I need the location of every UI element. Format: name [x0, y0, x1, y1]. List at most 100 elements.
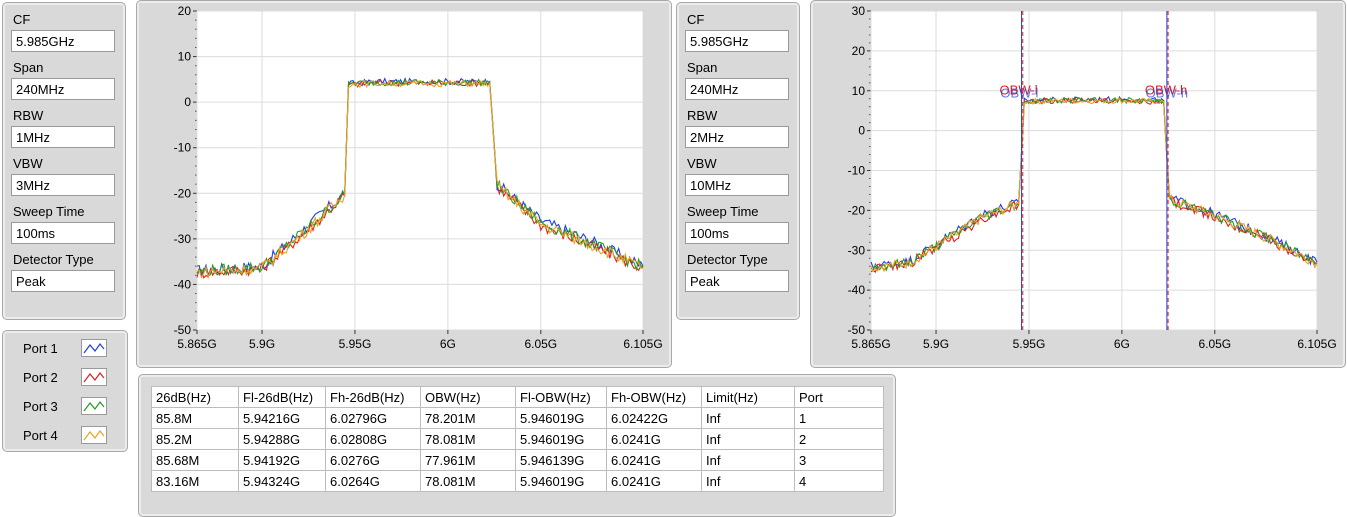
sweep-time-field[interactable]: 100ms: [685, 222, 789, 244]
rbw-label: RBW: [13, 108, 44, 123]
table-cell: 85.68M: [151, 449, 239, 471]
rbw-field[interactable]: 2MHz: [685, 126, 789, 148]
table-cell: 6.0241G: [606, 428, 702, 450]
line-swatch-icon: [81, 368, 107, 386]
table-cell: 6.0276G: [325, 449, 421, 471]
y-tick-label: -40: [174, 277, 192, 291]
right-settings-fields: CF 5.985GHz Span 240MHz RBW 2MHz VBW 10MHz Sweep…: [685, 10, 791, 292]
series-line-port-3: [870, 96, 1318, 272]
obw-marker-label-shadow: OBW-l: [1000, 86, 1038, 101]
vbw-label: VBW: [687, 156, 717, 171]
port-legend: Port 1 Port 2 Port 3 Port 4: [2, 330, 128, 452]
results-table[interactable]: 26dB(Hz) Fl-26dB(Hz) Fh-26dB(Hz) OBW(Hz) Fl-…: [151, 386, 884, 492]
column-header[interactable]: Fl-26dB(Hz): [238, 386, 326, 408]
table-cell: 6.02808G: [325, 428, 421, 450]
column-header[interactable]: Fl-OBW(Hz): [515, 386, 607, 408]
rbw-field[interactable]: 1MHz: [11, 126, 115, 148]
table-cell: Inf: [701, 428, 795, 450]
y-tick-label: 10: [178, 50, 192, 64]
vbw-field[interactable]: 3MHz: [11, 174, 115, 196]
span-label: Span: [13, 60, 44, 75]
sweep-time-label: Sweep Time: [13, 204, 85, 219]
table-cell: 6.02796G: [325, 407, 421, 429]
results-table-wrap: 26dB(Hz) Fl-26dB(Hz) Fh-26dB(Hz) OBW(Hz) Fl-…: [151, 386, 884, 492]
span-field[interactable]: 240MHz: [11, 78, 115, 100]
detector-type-label: Detector Type: [687, 252, 768, 267]
spectrum-chart-2[interactable]: 30 20 10 0 -10 -20 -30 -40 -505.865G 5.9G 5.95G 6G 6…: [811, 1, 1347, 369]
span-field[interactable]: 240MHz: [685, 78, 789, 100]
column-header[interactable]: OBW(Hz): [420, 386, 516, 408]
right-settings-panel: CF 5.985GHz Span 240MHz RBW 2MHz VBW 10MHz Sweep…: [676, 2, 800, 320]
table-row[interactable]: 83.16M 5.94324G 6.0264G 78.081M 5.946019G 6.0…: [151, 470, 884, 492]
results-table-panel: 26dB(Hz) Fl-26dB(Hz) Fh-26dB(Hz) OBW(Hz) Fl-…: [138, 374, 896, 517]
cf-field[interactable]: 5.985GHz: [11, 30, 115, 52]
legend-item-port-1[interactable]: Port 1: [3, 337, 127, 361]
x-tick-label: 6G: [1114, 337, 1130, 351]
table-cell: 5.946019G: [515, 428, 607, 450]
rbw-label: RBW: [687, 108, 718, 123]
table-cell: 5.946139G: [515, 449, 607, 471]
x-tick-label: 5.95G: [1013, 337, 1046, 351]
table-cell: 78.081M: [420, 428, 516, 450]
table-cell: 6.02422G: [606, 407, 702, 429]
column-header[interactable]: Fh-OBW(Hz): [606, 386, 702, 408]
table-cell: 5.946019G: [515, 470, 607, 492]
table-cell: Inf: [701, 449, 795, 471]
y-tick-label: 20: [178, 4, 192, 18]
x-tick-label: 5.9G: [923, 337, 949, 351]
line-swatch-icon: [81, 426, 107, 444]
table-row[interactable]: 85.68M 5.94192G 6.0276G 77.961M 5.946139G 6.0…: [151, 449, 884, 471]
table-cell: Inf: [701, 470, 795, 492]
table-cell: 83.16M: [151, 470, 239, 492]
sweep-time-label: Sweep Time: [687, 204, 759, 219]
table-cell: 5.94216G: [238, 407, 326, 429]
cf-field[interactable]: 5.985GHz: [685, 30, 789, 52]
y-tick-label: -20: [848, 203, 866, 217]
results-body: 85.8M 5.94216G 6.02796G 78.201M 5.946019G 6.0…: [151, 407, 884, 492]
table-cell: 85.2M: [151, 428, 239, 450]
table-row[interactable]: 85.2M 5.94288G 6.02808G 78.081M 5.946019G 6.0…: [151, 428, 884, 450]
plot-area[interactable]: [196, 10, 644, 331]
column-header[interactable]: 26dB(Hz): [151, 386, 239, 408]
table-cell: 3: [794, 449, 884, 471]
table-cell: 6.0241G: [606, 449, 702, 471]
table-row[interactable]: 85.8M 5.94216G 6.02796G 78.201M 5.946019G 6.0…: [151, 407, 884, 429]
legend-item-port-4[interactable]: Port 4: [3, 424, 127, 448]
sweep-time-field[interactable]: 100ms: [11, 222, 115, 244]
y-tick-label: -10: [848, 164, 866, 178]
line-swatch-icon: [81, 339, 107, 357]
detector-type-field[interactable]: Peak: [685, 270, 789, 292]
table-cell: 5.94192G: [238, 449, 326, 471]
series-line-port-4: [196, 79, 644, 280]
spectrum-chart-1[interactable]: 20 10 0 -10 -20 -30 -40 -505.865G 5.9G 5.95G 6G 6.0…: [137, 1, 673, 369]
legend-label: Port 4: [23, 428, 58, 443]
legend-item-port-2[interactable]: Port 2: [3, 366, 127, 390]
table-cell: 5.94288G: [238, 428, 326, 450]
table-cell: 6.0264G: [325, 470, 421, 492]
table-cell: 77.961M: [420, 449, 516, 471]
x-tick-label: 5.9G: [249, 337, 275, 351]
obw-marker-label: OBW-l: [1000, 83, 1038, 98]
y-tick-label: -50: [848, 323, 866, 337]
detector-type-field[interactable]: Peak: [11, 270, 115, 292]
y-tick-label: -30: [174, 232, 192, 246]
y-tick-label: -40: [848, 283, 866, 297]
legend-item-port-3[interactable]: Port 3: [3, 395, 127, 419]
obw-marker-label: OBW-h: [1145, 83, 1187, 98]
y-tick-label: 0: [858, 124, 865, 138]
vbw-field[interactable]: 10MHz: [685, 174, 789, 196]
y-tick-label: -50: [174, 323, 192, 337]
detector-type-label: Detector Type: [13, 252, 94, 267]
left-settings-panel: CF 5.985GHz Span 240MHz RBW 1MHz VBW 3MHz Sweep …: [2, 2, 126, 320]
left-settings-fields: CF 5.985GHz Span 240MHz RBW 1MHz VBW 3MHz Sweep …: [11, 10, 117, 292]
x-tick-label: 6.05G: [524, 337, 557, 351]
column-header[interactable]: Limit(Hz): [701, 386, 795, 408]
table-cell: 5.94324G: [238, 470, 326, 492]
y-tick-label: 0: [184, 95, 191, 109]
legend-label: Port 3: [23, 399, 58, 414]
results-header-row: 26dB(Hz) Fl-26dB(Hz) Fh-26dB(Hz) OBW(Hz) Fl-…: [151, 386, 884, 408]
column-header[interactable]: Port: [794, 386, 884, 408]
table-cell: Inf: [701, 407, 795, 429]
column-header[interactable]: Fh-26dB(Hz): [325, 386, 421, 408]
x-tick-label: 6.105G: [1297, 337, 1336, 351]
